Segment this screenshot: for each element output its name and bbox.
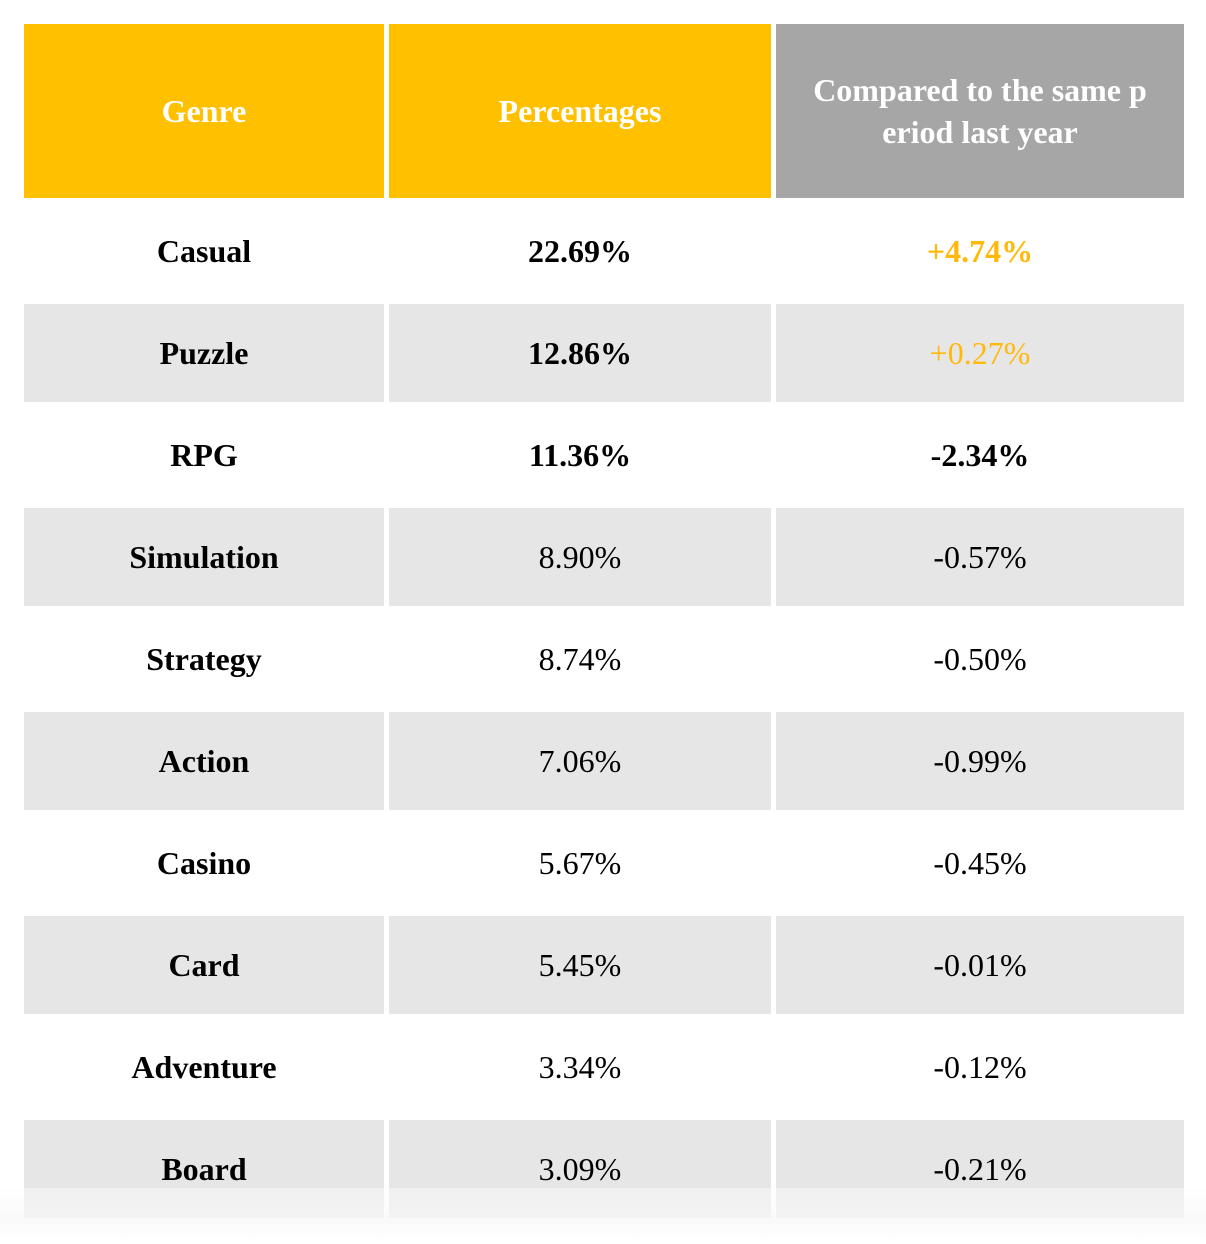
percentage-cell: 5.45% — [389, 916, 771, 1014]
percentage-cell: 8.90% — [389, 508, 771, 606]
table-row: Action 7.06% -0.99% — [24, 712, 1184, 810]
change-cell: +4.74% — [926, 232, 1034, 269]
table-row: Strategy 8.74% -0.50% — [24, 610, 1184, 708]
table-header: Genre Percentages Compared to the same p… — [24, 24, 1184, 198]
percentage-cell: 22.69% — [528, 232, 632, 269]
percentage-cell: 11.36% — [528, 436, 632, 473]
header-compared-last-year: Compared to the same p eriod last year — [776, 24, 1184, 198]
change-cell: -0.50% — [933, 640, 1027, 677]
change-cell: -0.21% — [776, 1120, 1184, 1218]
genre-share-table: Genre Percentages Compared to the same p… — [19, 20, 1189, 1222]
table-row: Board 3.09% -0.21% — [24, 1120, 1184, 1218]
table-row: Casual 22.69% +4.74% — [24, 202, 1184, 300]
genre-cell: RPG — [170, 436, 238, 473]
genre-cell: Casino — [156, 844, 252, 881]
genre-cell: Strategy — [146, 640, 262, 677]
change-cell: -0.57% — [776, 508, 1184, 606]
header-genre: Genre — [24, 24, 384, 198]
percentage-cell: 8.74% — [538, 640, 622, 677]
genre-cell: Card — [24, 916, 384, 1014]
percentage-cell: 3.09% — [389, 1120, 771, 1218]
table-row: Adventure 3.34% -0.12% — [24, 1018, 1184, 1116]
genre-cell: Action — [24, 712, 384, 810]
change-cell: +0.27% — [776, 304, 1184, 402]
header-percentages: Percentages — [389, 24, 771, 198]
percentage-cell: 12.86% — [389, 304, 771, 402]
percentage-cell: 7.06% — [389, 712, 771, 810]
table-row: Card 5.45% -0.01% — [24, 916, 1184, 1014]
percentage-cell: 5.67% — [538, 844, 622, 881]
change-cell: -2.34% — [930, 436, 1030, 473]
genre-cell: Puzzle — [24, 304, 384, 402]
table-row: Casino 5.67% -0.45% — [24, 814, 1184, 912]
change-cell: -0.01% — [776, 916, 1184, 1014]
table-row: Puzzle 12.86% +0.27% — [24, 304, 1184, 402]
table-row: Simulation 8.90% -0.57% — [24, 508, 1184, 606]
change-cell: -0.99% — [776, 712, 1184, 810]
genre-cell: Simulation — [24, 508, 384, 606]
genre-cell: Adventure — [131, 1048, 277, 1085]
genre-cell: Casual — [156, 232, 252, 269]
table-body: Casual 22.69% +4.74% Puzzle 12.86% +0.27% RPG 1… — [24, 202, 1184, 1218]
percentage-cell: 3.34% — [538, 1048, 622, 1085]
change-cell: -0.12% — [933, 1048, 1027, 1085]
change-cell: -0.45% — [933, 844, 1027, 881]
genre-cell: Board — [24, 1120, 384, 1218]
table-row: RPG 11.36% -2.34% — [24, 406, 1184, 504]
header-row: Genre Percentages Compared to the same p… — [24, 24, 1184, 198]
